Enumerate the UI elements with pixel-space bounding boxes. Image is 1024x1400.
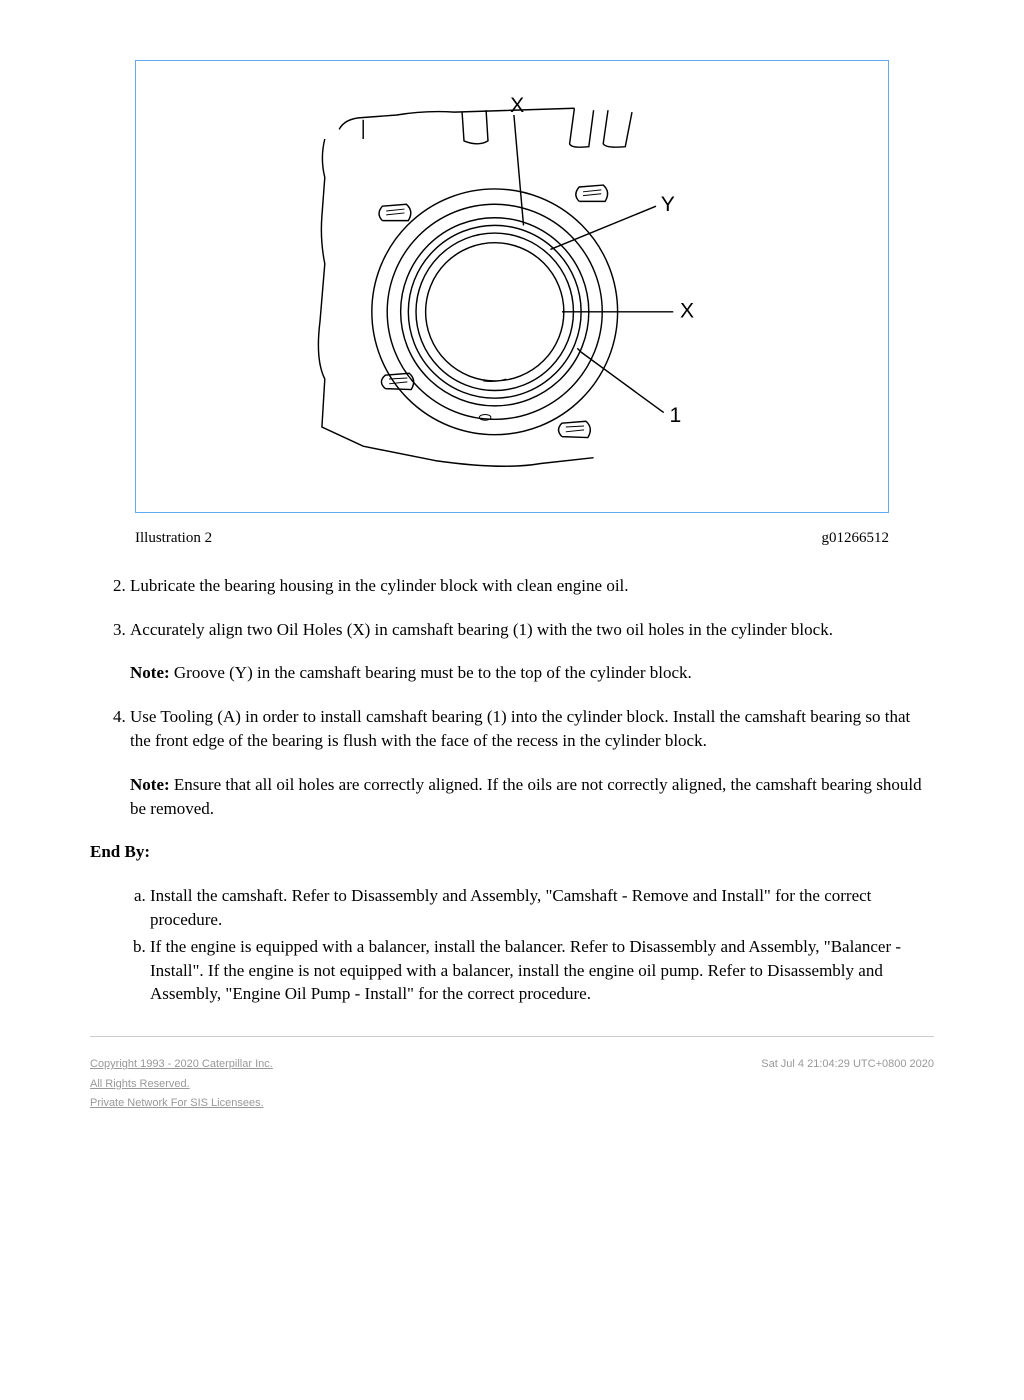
footer-divider	[90, 1036, 934, 1037]
marker-x-top: X	[510, 94, 524, 117]
illustration-id: g01266512	[822, 528, 890, 549]
illustration-caption: Illustration 2 g01266512	[135, 528, 889, 549]
end-by-heading: End By:	[90, 840, 934, 864]
step-4-note: Ensure that all oil holes are correctly …	[130, 775, 922, 818]
illustration-number: Illustration 2	[135, 528, 212, 549]
step-4-note-label: Note:	[130, 775, 170, 794]
footer-network[interactable]: Private Network For SIS Licensees.	[90, 1097, 264, 1109]
step-3-text: Accurately align two Oil Holes (X) in ca…	[130, 620, 833, 639]
step-2: Lubricate the bearing housing in the cyl…	[130, 574, 934, 598]
step-4-text: Use Tooling (A) in order to install cams…	[130, 707, 910, 750]
marker-y: Y	[661, 193, 675, 216]
illustration-container: X Y X 1	[135, 60, 889, 513]
step-3-note-label: Note:	[130, 663, 170, 682]
footer-left: Copyright 1993 - 2020 Caterpillar Inc. A…	[90, 1057, 273, 1115]
footer-timestamp: Sat Jul 4 21:04:29 UTC+0800 2020	[761, 1057, 934, 1115]
marker-1: 1	[669, 404, 681, 427]
end-by-a: Install the camshaft. Refer to Disassemb…	[150, 884, 934, 932]
end-by-b: If the engine is equipped with a balance…	[150, 935, 934, 1006]
step-3-note: Groove (Y) in the camshaft bearing must …	[170, 663, 692, 682]
step-3: Accurately align two Oil Holes (X) in ca…	[130, 618, 934, 686]
footer-rights[interactable]: All Rights Reserved.	[90, 1078, 190, 1090]
page-footer: Copyright 1993 - 2020 Caterpillar Inc. A…	[90, 1057, 934, 1115]
marker-x-right: X	[680, 300, 694, 323]
step-4: Use Tooling (A) in order to install cams…	[130, 705, 934, 820]
end-by-list: Install the camshaft. Refer to Disassemb…	[90, 884, 934, 1006]
camshaft-bearing-diagram: X Y X 1	[272, 91, 752, 475]
footer-copyright[interactable]: Copyright 1993 - 2020 Caterpillar Inc.	[90, 1058, 273, 1070]
procedure-steps: Lubricate the bearing housing in the cyl…	[90, 574, 934, 821]
